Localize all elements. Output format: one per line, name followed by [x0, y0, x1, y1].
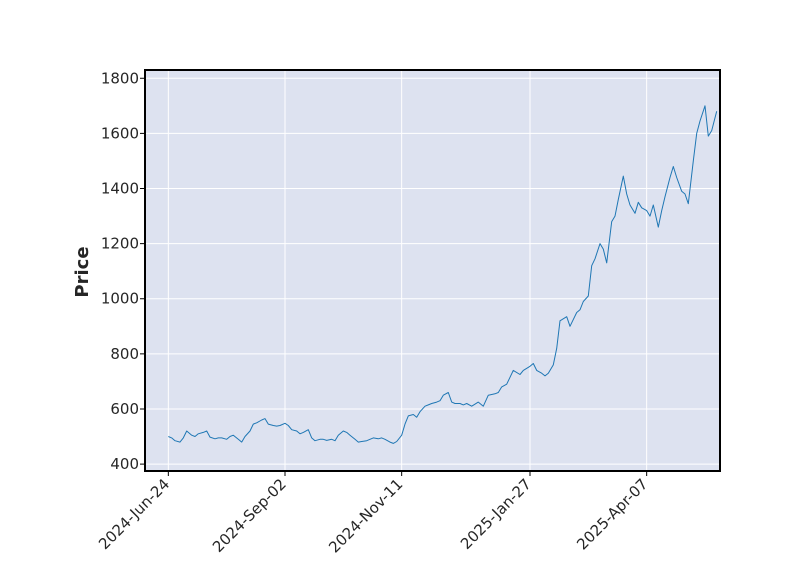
x-axis: 2024-Jun-24 2024-Sep-02 2024-Nov-11 2025-Ja…: [95, 471, 651, 556]
grid-lines: [145, 70, 720, 471]
y-tick-label: 600: [110, 400, 139, 418]
y-tick-label: 400: [110, 455, 139, 473]
y-tick-label: 800: [110, 345, 139, 363]
y-axis: 400 600 800 1000 1200 1400 1600 1800: [101, 69, 145, 473]
plot-background: [145, 70, 720, 471]
x-tick-label: 2024-Nov-11: [325, 475, 406, 556]
y-tick-label: 1400: [101, 180, 139, 198]
x-tick-label: 2025-Apr-07: [573, 475, 651, 553]
y-tick-label: 1600: [101, 124, 139, 142]
y-tick-label: 1000: [101, 290, 139, 308]
plot-frame: [144, 69, 721, 472]
x-tick-label: 2025-Jan-27: [457, 475, 535, 553]
x-tick-label: 2024-Jun-24: [95, 475, 173, 553]
x-tick-label: 2024-Sep-02: [209, 475, 290, 556]
y-tick-label: 1200: [101, 235, 139, 253]
price-series-line: [168, 105, 718, 444]
y-axis-title: Price: [72, 246, 93, 297]
y-tick-label: 1800: [101, 69, 139, 87]
